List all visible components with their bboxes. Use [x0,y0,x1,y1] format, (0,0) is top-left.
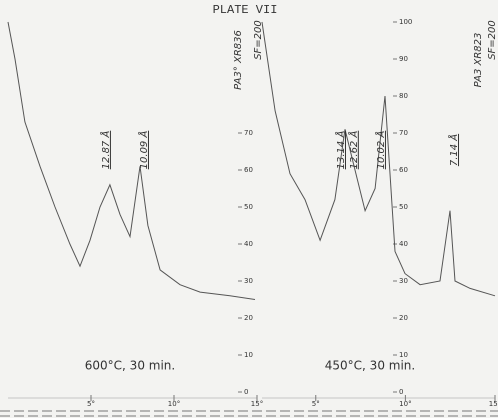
scale-factor: SF=200 [253,20,264,60]
peak-label: 13.14 Å [334,131,347,170]
peak-label: 7.14 Å [447,134,460,166]
y-tick-label: 100 [399,18,412,26]
trace [7,21,256,300]
x-tick-label: 10° [168,400,180,408]
x-tick-label: 15° [251,400,263,408]
y-tick-label: 30 [399,277,408,285]
plate-title: PLATE VII [213,3,278,17]
y-tick-label: 30 [244,277,253,285]
caption: 450°C, 30 min. [325,359,415,373]
y-tick-label: 50 [244,203,253,211]
y-tick-label: 80 [399,92,408,100]
y-tick-label: 20 [399,314,408,322]
peak-label: 12.87 Å [99,131,112,170]
x-tick-label: 5° [312,400,320,408]
sample-id: PA3° XR836 [233,30,244,90]
y-tick-label: 40 [399,240,408,248]
peak-label: 12.62 Å [347,131,360,170]
y-tick-label: 0 [244,388,248,396]
y-tick-label: 10 [399,351,408,359]
peak-label: 10.02 Å [374,131,387,170]
y-tick-label: 40 [244,240,253,248]
scale-factor: SF=200 [487,20,498,60]
trace [261,21,496,297]
y-tick-label: 90 [399,55,408,63]
y-tick-label: 10 [244,351,253,359]
y-tick-label: 60 [399,166,408,174]
peak-label: 10.09 Å [137,131,150,170]
x-tick-label: 5° [87,400,95,408]
y-tick-label: 60 [244,166,253,174]
x-tick-label: 15° [489,400,498,408]
sample-id: PA3 XR823 [473,33,484,88]
x-tick-label: 10° [399,400,411,408]
y-tick-label: 20 [244,314,253,322]
y-tick-label: 70 [244,129,253,137]
y-tick-label: 0 [399,388,403,396]
y-tick-label: 50 [399,203,408,211]
y-tick-label: 70 [399,129,408,137]
caption: 600°C, 30 min. [85,359,175,373]
